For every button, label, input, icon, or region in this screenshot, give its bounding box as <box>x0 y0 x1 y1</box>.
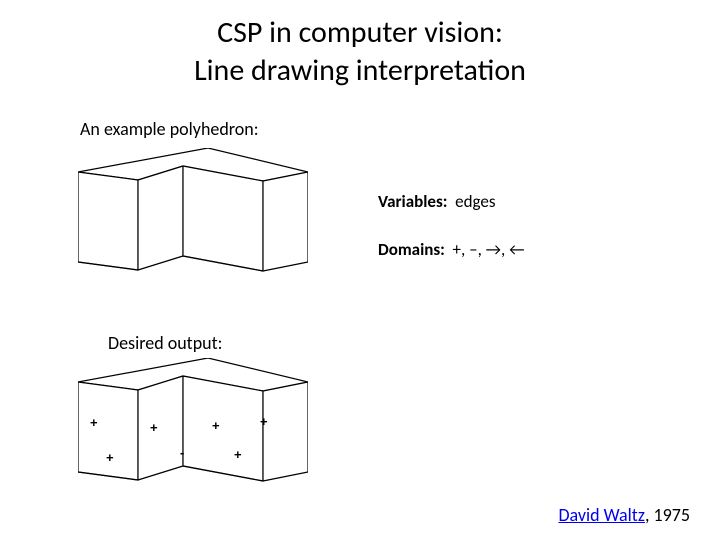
variables-value: edges <box>455 191 495 212</box>
author-year: , 1975 <box>645 504 690 526</box>
info-box: Variables: edges Domains: +, –, →, ← <box>378 192 525 289</box>
polyhedron-unlabeled <box>78 148 308 303</box>
edge-label: + <box>212 418 220 433</box>
domains-value: +, –, →, ← <box>453 239 525 260</box>
edge-label: + <box>260 414 268 429</box>
polyhedron-labeled <box>78 358 308 513</box>
title-line-1: CSP in computer vision: <box>217 14 503 51</box>
domains-label: Domains: <box>378 239 445 260</box>
slide-title: CSP in computer vision: Line drawing int… <box>0 0 720 89</box>
title-line-2: Line drawing interpretation <box>194 52 526 89</box>
edge-label: + <box>234 447 242 462</box>
edge-label: + <box>150 420 158 435</box>
author-credit: David Waltz, 1975 <box>558 504 690 526</box>
domains-row: Domains: +, –, →, ← <box>378 240 525 260</box>
output-label: Desired output: <box>108 332 222 354</box>
variables-row: Variables: edges <box>378 192 525 212</box>
edge-label: - <box>180 445 184 460</box>
example-label: An example polyhedron: <box>80 118 259 140</box>
author-link[interactable]: David Waltz <box>558 504 644 526</box>
edge-label: + <box>106 450 114 465</box>
edge-label: + <box>90 415 98 430</box>
variables-label: Variables: <box>378 191 447 212</box>
